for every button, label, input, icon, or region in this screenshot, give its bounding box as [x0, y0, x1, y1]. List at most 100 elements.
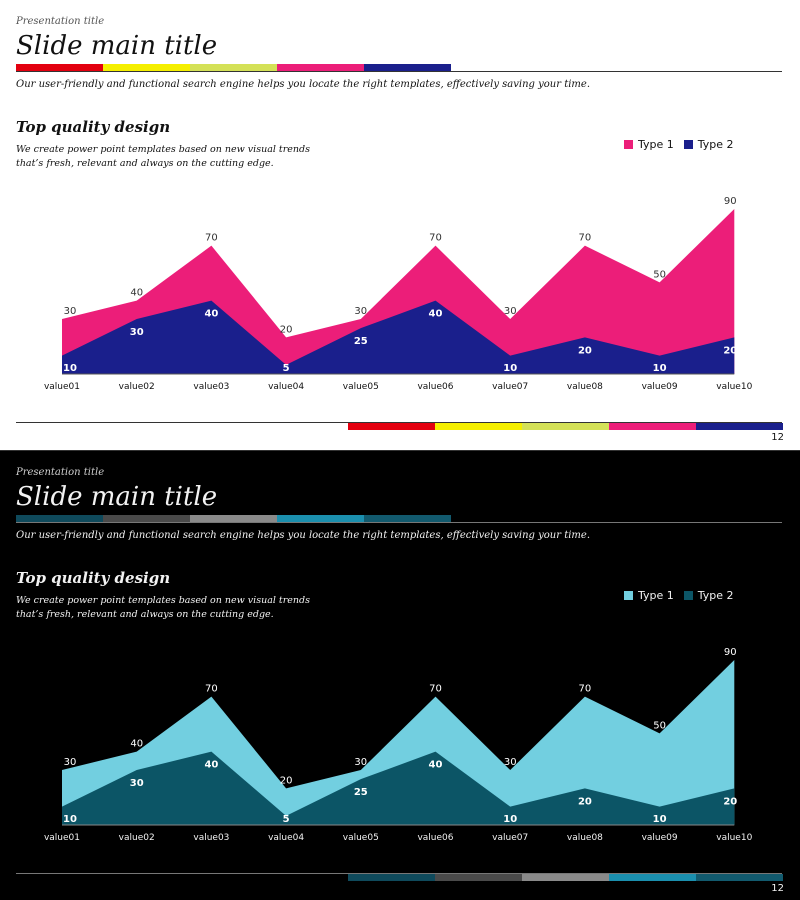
slide-main-title: Slide main title — [16, 482, 218, 512]
footer-divider — [16, 422, 782, 423]
data-label-series2: 25 — [354, 336, 368, 347]
data-label-series2: 20 — [723, 796, 737, 807]
data-label-series1: 30 — [354, 757, 367, 768]
x-tick-label: value01 — [44, 833, 80, 843]
data-label-series2: 10 — [63, 814, 77, 825]
stripe-segment — [277, 515, 364, 522]
data-label-series2: 40 — [429, 760, 443, 771]
x-tick-label: value01 — [44, 382, 80, 392]
data-label-series2: 20 — [723, 345, 737, 356]
legend-swatch — [683, 140, 693, 149]
data-label-series1: 30 — [504, 306, 517, 317]
x-tick-label: value10 — [716, 382, 752, 392]
data-label-series2: 40 — [204, 760, 218, 771]
stripe-segment — [16, 515, 103, 522]
x-tick-label: value08 — [567, 833, 603, 843]
legend-label: Type 1 — [638, 589, 674, 602]
stripe-segment — [103, 64, 190, 71]
x-tick-label: value03 — [193, 382, 229, 392]
stripe-segment — [435, 874, 522, 881]
title-divider — [16, 522, 782, 523]
data-label-series1: 40 — [130, 288, 143, 299]
legend-label: Type 1 — [638, 138, 674, 151]
data-label-series2: 25 — [354, 787, 368, 798]
data-label-series1: 90 — [724, 196, 737, 207]
legend-label: Type 2 — [697, 589, 734, 602]
data-label-series2: 5 — [283, 363, 290, 374]
stripe-segment — [16, 64, 103, 71]
stripe-segment — [522, 423, 609, 430]
slide-main-title: Slide main title — [16, 31, 218, 61]
legend-item-type2: Type 2 — [683, 138, 734, 151]
data-label-series2: 10 — [653, 814, 667, 825]
bottom-color-stripe — [348, 423, 783, 430]
data-label-series1: 70 — [429, 684, 442, 695]
slide-subtitle: Our user-friendly and functional search … — [16, 530, 590, 541]
legend-item-type1: Type 1 — [624, 138, 674, 151]
data-label-series2: 10 — [63, 363, 77, 374]
data-label-series2: 40 — [429, 309, 443, 320]
x-tick-label: value09 — [642, 833, 678, 843]
series-area-2 — [62, 300, 735, 374]
legend-item-type1: Type 1 — [624, 589, 674, 602]
x-tick-label: value07 — [492, 833, 528, 843]
x-tick-label: value10 — [716, 833, 752, 843]
slide-light: Presentation title Slide main title Our … — [16, 16, 784, 443]
chart-legend: Type 1 Type 2 — [624, 589, 734, 602]
x-tick-label: value05 — [343, 833, 379, 843]
x-tick-label: value04 — [268, 833, 304, 843]
data-label-series2: 10 — [503, 814, 517, 825]
x-tick-label: value09 — [642, 382, 678, 392]
stripe-segment — [609, 423, 696, 430]
x-tick-label: value02 — [119, 382, 155, 392]
legend-swatch — [624, 591, 633, 600]
data-label-series1: 50 — [653, 269, 666, 280]
section-title: Top quality design — [16, 118, 171, 136]
data-label-series2: 30 — [130, 327, 144, 338]
x-tick-label: value02 — [119, 833, 155, 843]
data-label-series1: 30 — [64, 306, 77, 317]
data-label-series2: 20 — [578, 796, 592, 807]
legend-item-type2: Type 2 — [683, 589, 734, 602]
section-description: We create power point templates based on… — [16, 144, 310, 169]
data-label-series1: 50 — [653, 720, 666, 731]
stripe-segment — [435, 423, 522, 430]
title-divider — [16, 71, 782, 72]
stripe-segment — [696, 874, 783, 881]
footer-divider — [16, 873, 782, 874]
area-chart: value01 value02 value03 value04 value05 value… — [44, 647, 753, 843]
stripe-segment — [103, 515, 190, 522]
stripe-segment — [364, 515, 451, 522]
legend-swatch — [683, 591, 693, 600]
x-tick-label: value06 — [417, 382, 453, 392]
data-label-series2: 10 — [653, 363, 667, 374]
slide-subtitle: Our user-friendly and functional search … — [16, 79, 590, 90]
data-label-series1: 40 — [130, 739, 143, 750]
page-number: 12 — [771, 883, 784, 894]
x-tick-label: value05 — [343, 382, 379, 392]
legend-swatch — [624, 140, 633, 149]
data-label-series1: 20 — [280, 324, 293, 335]
data-label-series1: 70 — [205, 233, 218, 244]
section-title: Top quality design — [16, 569, 171, 587]
data-label-series1: 70 — [429, 233, 442, 244]
stripe-segment — [190, 64, 277, 71]
x-tick-label: value07 — [492, 382, 528, 392]
presentation-title: Presentation title — [16, 16, 105, 27]
top-color-stripe — [16, 515, 451, 522]
data-label-series2: 40 — [204, 309, 218, 320]
stripe-segment — [348, 874, 435, 881]
x-tick-label: value06 — [417, 833, 453, 843]
stripe-segment — [696, 423, 783, 430]
x-tick-label: value08 — [567, 382, 603, 392]
data-label-series2: 10 — [503, 363, 517, 374]
x-tick-label: value04 — [268, 382, 304, 392]
chart-legend: Type 1 Type 2 — [624, 138, 734, 151]
stripe-segment — [190, 515, 277, 522]
data-label-series1: 70 — [579, 684, 592, 695]
stripe-segment — [348, 423, 435, 430]
presentation-title: Presentation title — [16, 467, 105, 478]
stripe-segment — [609, 874, 696, 881]
data-label-series2: 20 — [578, 345, 592, 356]
data-label-series1: 30 — [64, 757, 77, 768]
